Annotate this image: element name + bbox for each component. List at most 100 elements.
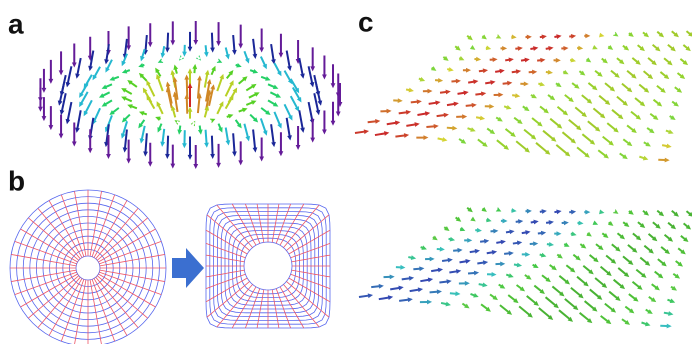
spin-arrow (487, 128, 496, 134)
spin-arrow (546, 70, 553, 75)
spin-arrow (529, 70, 538, 75)
spin-arrow (561, 46, 568, 51)
spin-arrow (554, 34, 561, 39)
spin-arrow (395, 133, 409, 138)
spin-arrow (496, 34, 502, 38)
spin-arrow (143, 133, 148, 156)
spin-arrow (636, 269, 647, 278)
spin-arrow (406, 88, 414, 93)
spin-arrow (639, 84, 650, 93)
spin-arrow (610, 70, 619, 78)
spin-arrow (368, 119, 381, 124)
spin-arrow (625, 306, 635, 314)
spin-arrow (486, 218, 492, 223)
spin-arrow (238, 25, 243, 49)
spin-arrow (182, 130, 187, 148)
spin-arrow (225, 127, 231, 145)
spin-arrow (571, 232, 577, 237)
spin-arrow (499, 304, 512, 315)
spin-arrow (675, 260, 683, 266)
spin-arrow (286, 118, 292, 141)
spin-arrow (490, 57, 498, 62)
spin-arrow (211, 66, 216, 75)
spin-arrow (642, 32, 649, 38)
spin-arrow (182, 45, 187, 57)
spin-arrow (608, 45, 613, 50)
spin-arrow (577, 221, 583, 226)
spin-arrow (238, 141, 243, 165)
spin-arrow (375, 131, 390, 136)
spin-arrow (284, 70, 293, 84)
spin-arrow (611, 244, 620, 252)
spin-arrow (559, 275, 570, 284)
spin-arrow (417, 111, 430, 116)
spin-arrow (664, 234, 673, 242)
spin-arrow (538, 82, 545, 87)
spin-arrow (602, 232, 609, 238)
spin-arrow (593, 108, 606, 119)
spin-arrow (170, 21, 175, 45)
spin-arrow (504, 105, 512, 110)
spin-arrow (286, 50, 292, 71)
spin-arrow (599, 210, 604, 215)
spin-arrow (274, 63, 282, 77)
spin-arrow (589, 289, 602, 300)
spin-arrow (477, 139, 487, 147)
spin-arrow (627, 244, 637, 253)
spin-arrow (537, 58, 545, 63)
spin-arrow (140, 126, 146, 144)
spin-arrow (279, 132, 284, 156)
spin-arrow (608, 221, 613, 226)
spin-arrow (654, 271, 663, 279)
spin-arrow (539, 106, 549, 114)
spin-arrow (198, 125, 203, 134)
spin-arrow (216, 74, 224, 92)
spin-arrow (210, 33, 215, 53)
spin-arrow (467, 207, 473, 212)
spin-arrow (380, 109, 391, 114)
spin-arrow (623, 139, 633, 147)
spin-arrow (42, 97, 47, 121)
spin-arrow (621, 83, 632, 92)
spin-arrow (470, 45, 475, 50)
spin-arrow (459, 259, 470, 264)
spin-arrow (523, 129, 536, 140)
spin-arrow (516, 284, 525, 291)
spin-arrow (586, 58, 591, 63)
spin-arrow (504, 251, 514, 256)
spin-arrow (268, 83, 279, 89)
spin-arrow (441, 302, 451, 307)
spin-arrow (444, 226, 450, 231)
spin-arrow (179, 55, 184, 60)
spin-arrow (443, 56, 449, 61)
spin-arrow (594, 277, 607, 288)
spin-arrow (572, 82, 580, 89)
spin-arrow (564, 298, 578, 310)
spin-arrow (226, 70, 233, 79)
grid-ray (206, 274, 245, 288)
spin-arrow (588, 82, 598, 90)
spin-arrow (66, 66, 73, 87)
spin-arrow (402, 276, 415, 281)
spin-arrow (546, 46, 554, 51)
spin-arrow (232, 133, 237, 156)
spin-arrow (540, 209, 547, 214)
spin-arrow (683, 44, 691, 51)
spin-arrow (48, 106, 53, 130)
spin-arrow (442, 258, 453, 263)
spin-arrow (570, 287, 583, 298)
spin-arrow (495, 262, 505, 267)
spin-arrow (562, 131, 576, 143)
spin-arrow (437, 247, 445, 252)
spin-arrow (166, 87, 173, 108)
spin-arrow (515, 46, 523, 51)
spin-arrow (459, 138, 467, 144)
spin-arrow (59, 115, 64, 139)
spin-arrow (683, 223, 691, 230)
spin-arrow (506, 229, 515, 234)
spin-arrow (439, 279, 451, 284)
spin-arrow (216, 144, 221, 168)
spin-arrow (522, 106, 529, 112)
spin-arrow (686, 30, 692, 37)
spin-arrow (371, 284, 384, 289)
